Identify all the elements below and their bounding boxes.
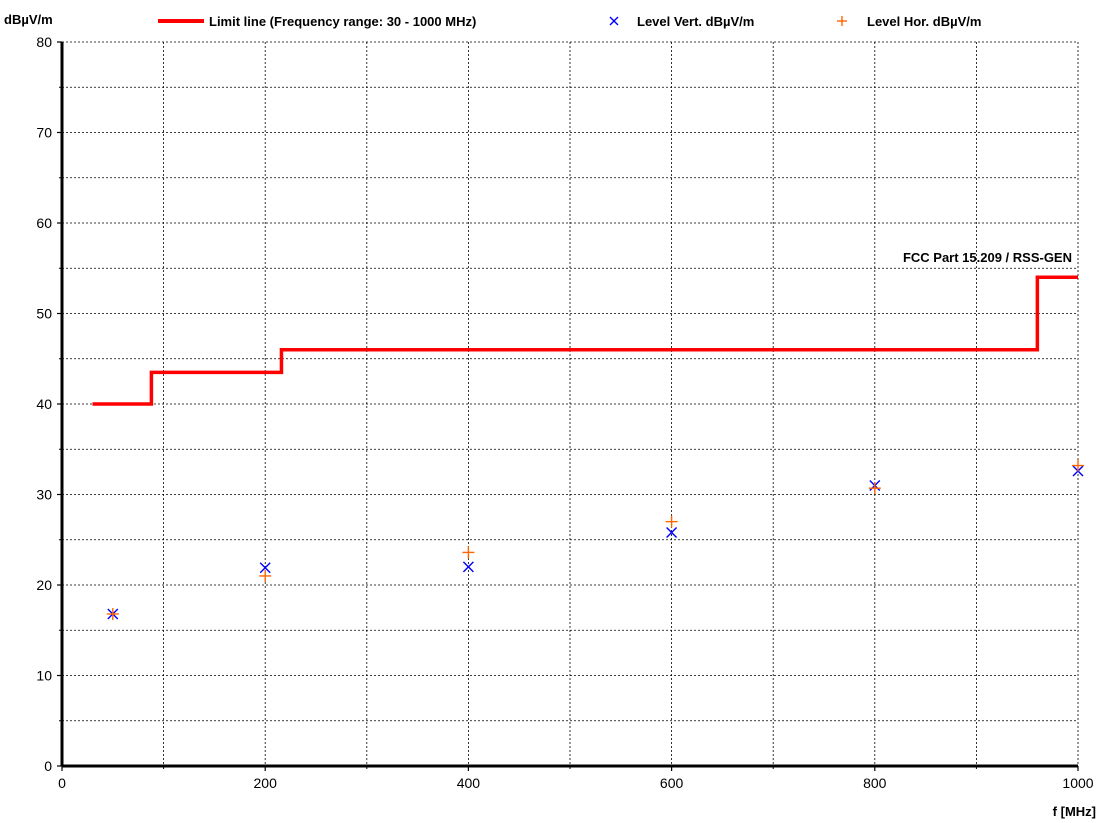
y-tick-label: 70 (36, 125, 52, 141)
x-axis-label: f [MHz] (1053, 804, 1096, 819)
data-points (106, 459, 1084, 620)
y-tick-label: 10 (36, 668, 52, 684)
hor-level-point (868, 482, 881, 495)
vert-level-point (462, 561, 474, 573)
hor-level-point (1072, 459, 1084, 472)
legend-limit-label: Limit line (Frequency range: 30 - 1000 M… (209, 14, 476, 29)
axes (57, 41, 1079, 771)
x-tick-label: 0 (58, 775, 66, 791)
vert-level-point (666, 527, 678, 539)
y-tick-label: 30 (36, 487, 52, 503)
legend-vert-marker (609, 16, 619, 26)
legend-vert-label: Level Vert. dBµV/m (637, 14, 754, 29)
legend-hor-marker (837, 16, 847, 26)
x-tick-label: 600 (660, 775, 684, 791)
limit-annotation: FCC Part 15.209 / RSS-GEN (903, 250, 1072, 265)
y-tick-label: 20 (36, 577, 52, 593)
x-tick-label: 800 (863, 775, 887, 791)
y-tick-label: 0 (44, 758, 52, 774)
y-tick-label: 40 (36, 396, 52, 412)
vert-level-point (259, 562, 271, 574)
legend-hor-label: Level Hor. dBµV/m (867, 14, 981, 29)
x-tick-label: 200 (254, 775, 278, 791)
y-tick-label: 80 (36, 34, 52, 50)
grid (62, 41, 1079, 766)
x-tick-label: 1000 (1062, 775, 1093, 791)
hor-level-point (665, 515, 678, 528)
legend: Limit line (Frequency range: 30 - 1000 M… (158, 14, 981, 29)
y-tick-label: 60 (36, 215, 52, 231)
limit-line (92, 275, 1078, 406)
tick-labels: 0 200 400 600 800 1000 0 10 20 30 40 50 60 70 80 (36, 34, 1093, 791)
y-tick-label: 50 (36, 306, 52, 322)
x-tick-label: 400 (457, 775, 481, 791)
hor-level-point (106, 607, 119, 620)
limit-line-series (92, 275, 1078, 406)
hor-level-point (259, 569, 272, 582)
hor-level-point (462, 546, 475, 559)
y-axis-label: dBµV/m (4, 12, 53, 27)
